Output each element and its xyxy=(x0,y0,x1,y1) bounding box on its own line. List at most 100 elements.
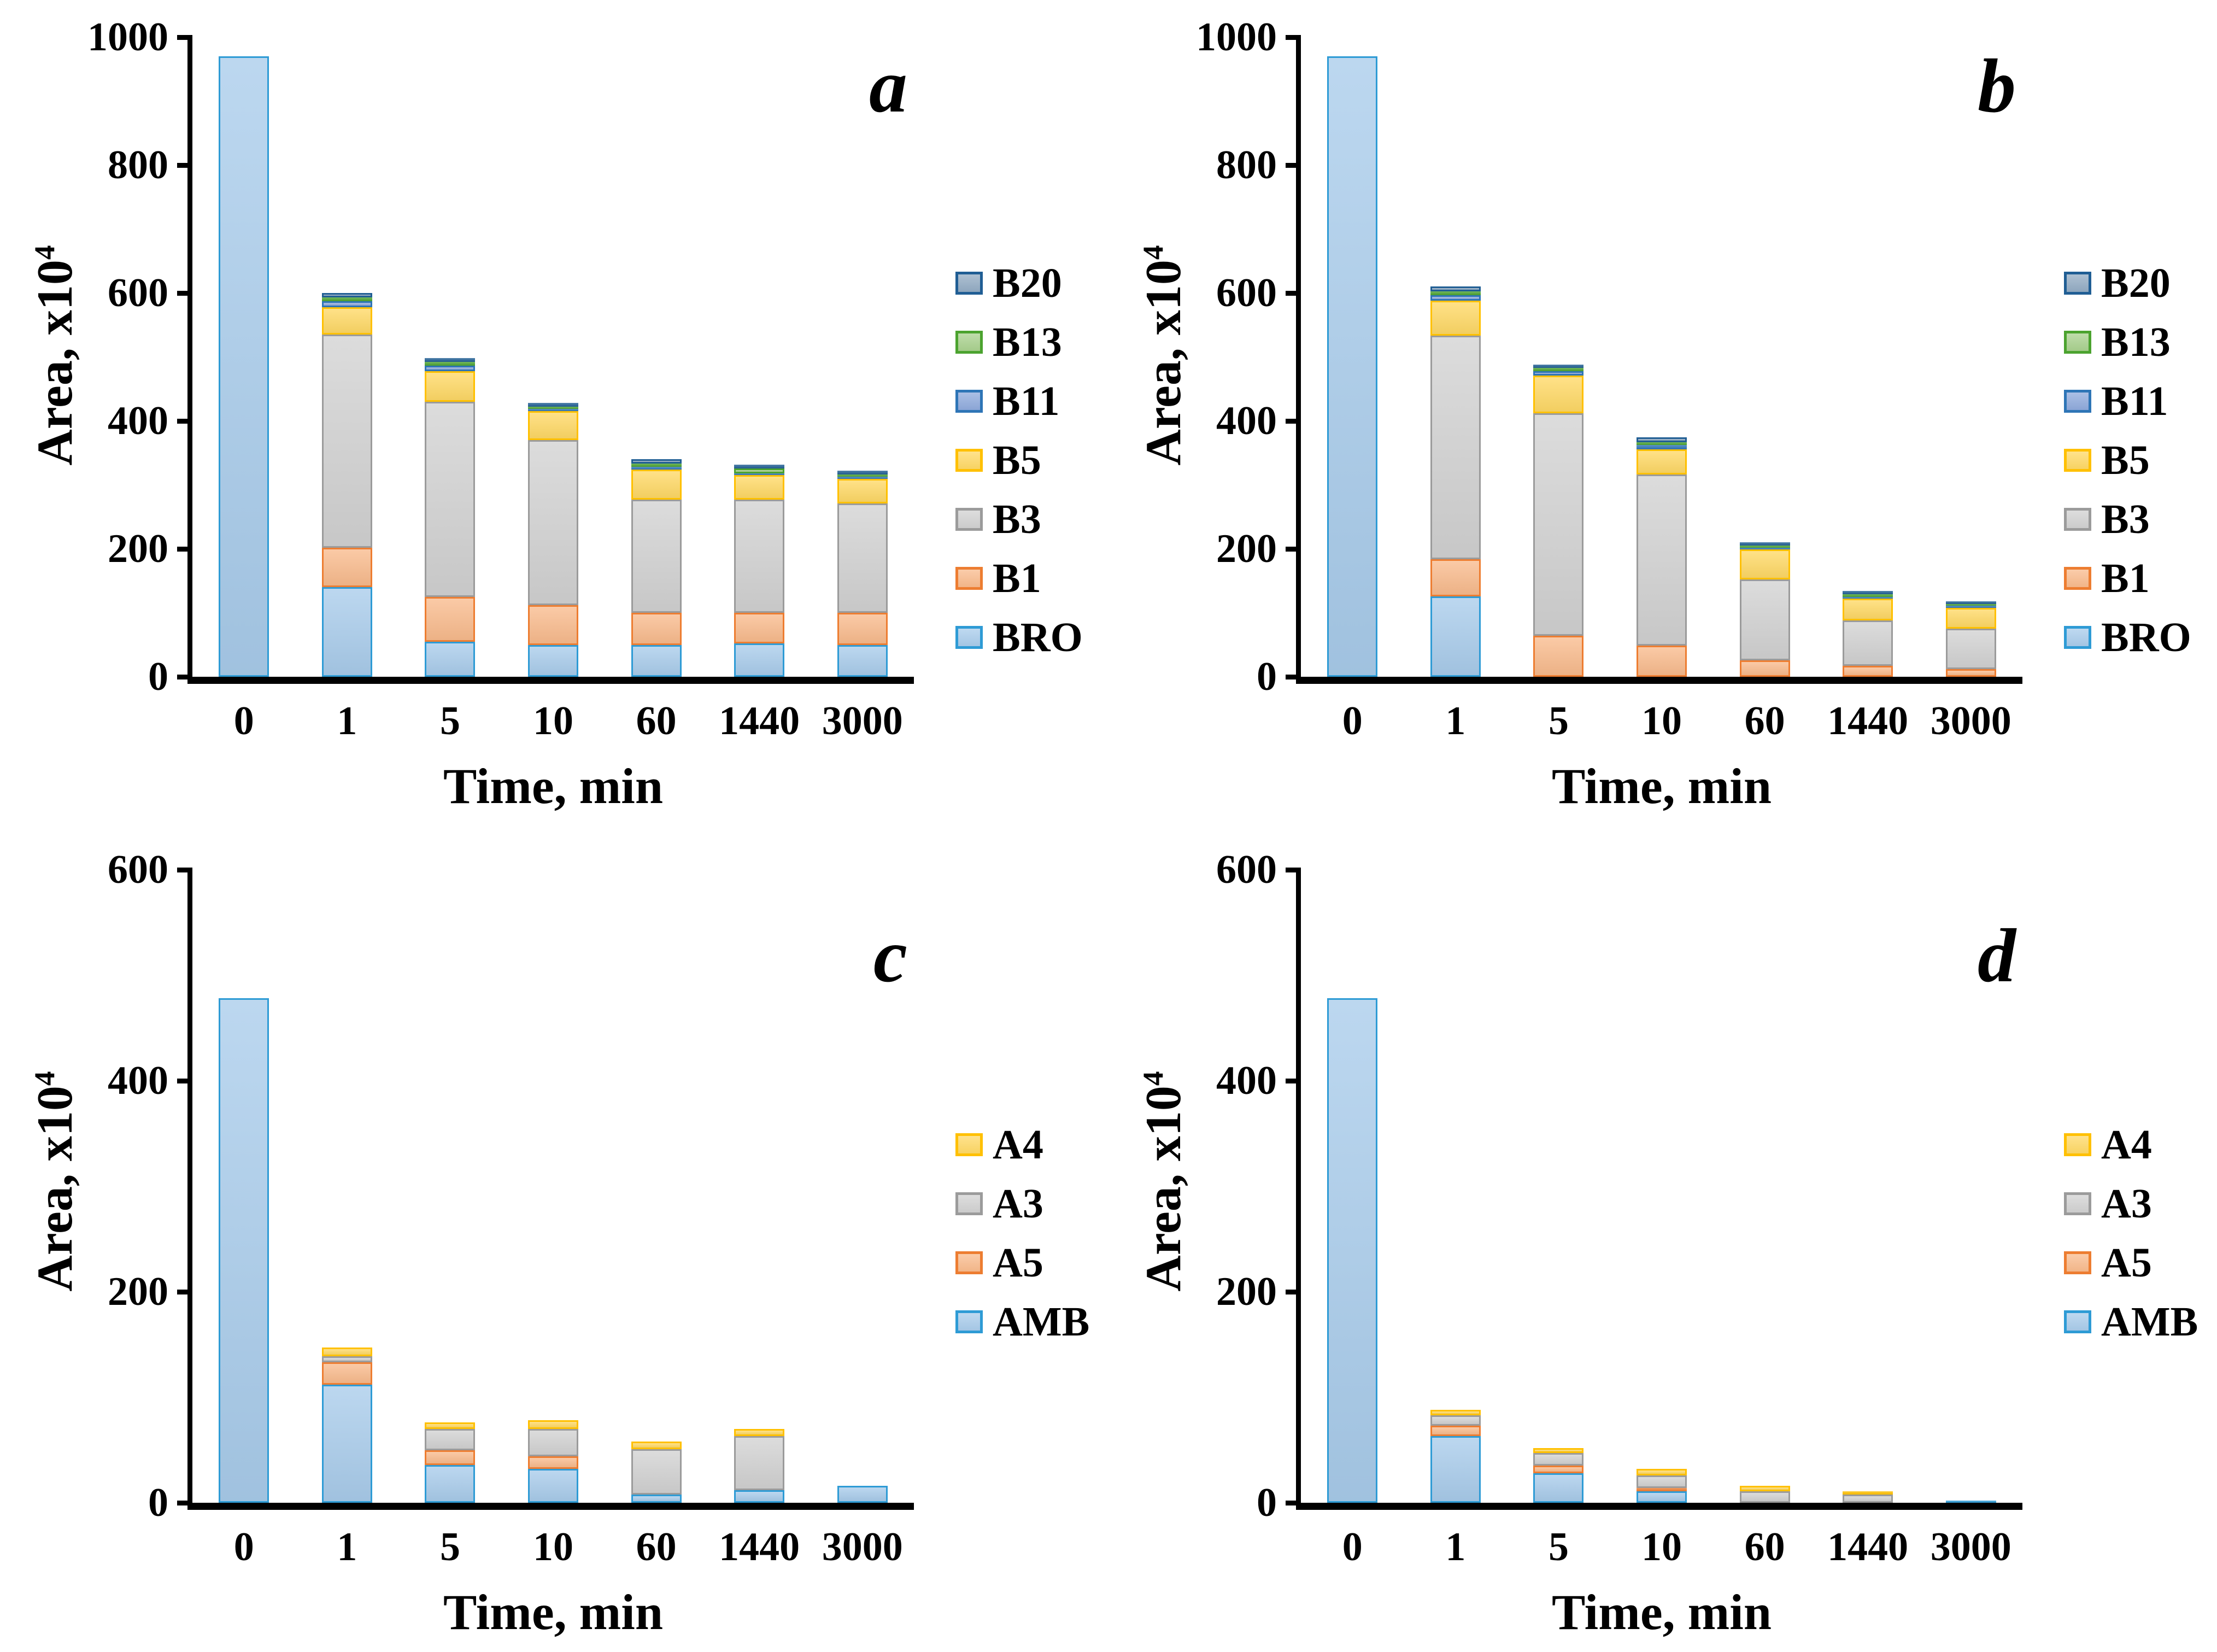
y-tick-label: 1000 xyxy=(87,15,168,60)
bar-slot xyxy=(1301,870,1404,1503)
x-axis-tick-labels: 0 1 5 10 60 1440 3000 xyxy=(192,1527,914,1567)
bar-segment-A3 xyxy=(1739,1491,1790,1503)
x-tick-label: 60 xyxy=(636,699,677,743)
bar-segment-B1 xyxy=(631,613,682,645)
bar-segment-AMB xyxy=(1327,998,1378,1503)
y-tick-mark xyxy=(177,1078,192,1083)
legend-label: B3 xyxy=(993,496,1041,542)
legend-item-A4: A4 xyxy=(2064,1124,2198,1165)
bar-slot xyxy=(296,870,399,1503)
y-tick-mark xyxy=(1286,290,1301,296)
bar-segment-A4 xyxy=(1637,1469,1687,1475)
x-axis-tick-labels: 0 1 5 10 60 1440 3000 xyxy=(192,701,914,741)
bar-segment-B3 xyxy=(321,335,372,548)
bar-slot xyxy=(811,37,914,677)
bar-segment-B13 xyxy=(321,297,372,302)
legend-item-B1: B1 xyxy=(2064,558,2191,599)
y-tick-label: 200 xyxy=(1216,526,1277,571)
bar-segment-B5 xyxy=(1739,549,1790,580)
y-tick: 0 xyxy=(59,657,192,697)
bar-segment-B3 xyxy=(1637,474,1687,646)
y-tick-label: 400 xyxy=(108,399,168,443)
plot-area: 0 200 400 600 c xyxy=(108,850,914,1523)
legend-label: A3 xyxy=(993,1181,1043,1227)
bar-segment-B5 xyxy=(1637,449,1687,475)
bar-segment-B13 xyxy=(425,362,476,366)
y-tick-mark xyxy=(1286,1289,1301,1294)
panel-c: Area, x104 0 200 400 600 c 0 1 5 10 60 1440 3000 … xyxy=(0,826,1108,1652)
y-tick: 400 xyxy=(1168,1061,1301,1101)
bar-segment-B5 xyxy=(631,469,682,500)
panel-d: Area, x104 0 200 400 600 d 0 1 5 10 60 1440 3000 … xyxy=(1108,826,2217,1652)
bar-segment-BRO xyxy=(837,645,888,677)
bar-slot xyxy=(811,870,914,1503)
legend-label: B13 xyxy=(2101,319,2171,365)
bar-segment-AMB xyxy=(1430,1436,1481,1503)
legend-item-B3: B3 xyxy=(2064,499,2191,540)
bar-segment-AMB xyxy=(219,998,269,1503)
x-tick-label: 5 xyxy=(1548,699,1569,743)
x-tick-label: 1 xyxy=(1445,699,1466,743)
x-tick-label: 1 xyxy=(337,1525,357,1569)
legend-item-B5: B5 xyxy=(955,440,1083,481)
legend-swatch-B5 xyxy=(955,449,983,472)
bar-segment-B3 xyxy=(631,499,682,613)
panel-b: Area, x104 0 200 400 600 800 1000 b 0 1 5 10 60 14… xyxy=(1108,0,2217,826)
legend-swatch-B11 xyxy=(2064,390,2091,413)
y-tick-label: 400 xyxy=(1216,399,1277,443)
y-tick-label: 400 xyxy=(1216,1058,1277,1103)
bar-segment-B13 xyxy=(1533,367,1584,371)
bar-segment-A3 xyxy=(321,1356,372,1363)
bar xyxy=(1637,437,1687,677)
y-tick-label: 0 xyxy=(148,1480,168,1525)
bar xyxy=(425,1422,476,1503)
bar-segment-A3 xyxy=(734,1436,785,1490)
bar-segment-B1 xyxy=(837,613,888,645)
bar-segment-B20 xyxy=(1843,591,1893,595)
bar xyxy=(734,1428,785,1503)
bar-segment-B5 xyxy=(321,307,372,335)
plot-area: 0 200 400 600 800 1000 b xyxy=(1196,17,2022,697)
y-tick: 400 xyxy=(59,1061,192,1101)
bar-segment-B1 xyxy=(1533,636,1584,677)
bars-container xyxy=(192,37,914,677)
legend-item-A4: A4 xyxy=(955,1124,1089,1165)
bar-slot xyxy=(1507,37,1610,677)
y-tick-label: 600 xyxy=(1216,847,1277,892)
x-tick-label: 5 xyxy=(439,1525,460,1569)
bar-segment-B13 xyxy=(1430,291,1481,295)
bars-container xyxy=(192,870,914,1503)
y-tick-mark xyxy=(177,162,192,168)
bar-segment-A3 xyxy=(1843,1494,1893,1503)
legend-swatch-B1 xyxy=(2064,567,2091,590)
panel-letter: a xyxy=(869,44,907,128)
y-tick-mark xyxy=(1286,418,1301,424)
legend-swatch-B20 xyxy=(955,272,983,295)
legend-label: B11 xyxy=(993,378,1060,424)
bar-slot xyxy=(1507,870,1610,1503)
bar-slot xyxy=(1713,37,1816,677)
x-tick-label: 60 xyxy=(1744,699,1785,743)
bar-segment-B1 xyxy=(1945,669,1996,677)
bar-segment-A4 xyxy=(528,1420,579,1429)
y-tick-label: 800 xyxy=(1216,143,1277,188)
legend-swatch-A3 xyxy=(2064,1192,2091,1215)
bar-segment-B3 xyxy=(1430,336,1481,559)
legend-swatch-A3 xyxy=(955,1192,983,1215)
bar-segment-B1 xyxy=(734,613,785,644)
y-tick: 1000 xyxy=(59,17,192,57)
y-tick: 600 xyxy=(1168,850,1301,890)
bar-segment-B11 xyxy=(1533,371,1584,376)
bar-segment-AMB xyxy=(528,1469,579,1503)
legend-item-B11: B11 xyxy=(2064,380,2191,422)
bar-segment-AMB xyxy=(837,1486,888,1503)
bar-segment-A3 xyxy=(1637,1475,1687,1488)
legend-label: A5 xyxy=(2101,1240,2152,1286)
bar xyxy=(1945,1501,1996,1503)
legend-item-A3: A3 xyxy=(2064,1183,2198,1225)
plot-area: 0 200 400 600 800 1000 a xyxy=(87,17,914,697)
plot-area: 0 200 400 600 d xyxy=(1216,850,2022,1523)
bar-slot xyxy=(296,37,399,677)
y-tick-label: 600 xyxy=(108,271,168,315)
